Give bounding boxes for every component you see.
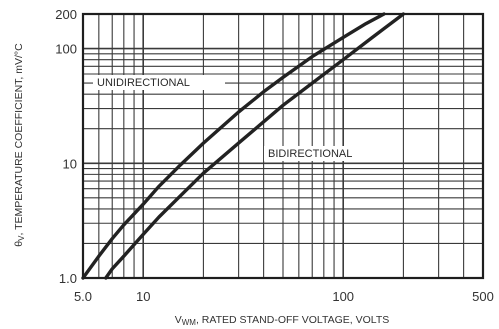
y-tick-label: 10: [63, 156, 77, 171]
y-axis-title-symbol: θ: [13, 241, 25, 247]
x-tick-label: 10: [136, 289, 150, 304]
series-labels: UNIDIRECTIONAL BIDIRECTIONAL: [93, 75, 382, 161]
y-tick-label: 200: [55, 7, 77, 22]
series-line-bidirectional: [104, 12, 406, 280]
series-label-bidirectional: BIDIRECTIONAL: [268, 148, 352, 160]
x-axis-title-symbol: V: [175, 314, 182, 326]
x-axis-title-text: , RATED STAND-OFF VOLTAGE, VOLTS: [196, 314, 389, 326]
y-axis-title-subscript: V: [17, 235, 26, 241]
x-axis-title-subscript: WM: [182, 318, 197, 327]
tick-labels: 5.0 10 100 500 1.0 10 100 200: [55, 7, 494, 304]
x-tick-label: 500: [472, 289, 494, 304]
x-axis-title: VWM, RATED STAND-OFF VOLTAGE, VOLTS: [175, 314, 390, 327]
series-label-bg-bidirectional: [264, 146, 382, 161]
y-tick-label: 1.0: [59, 271, 77, 286]
y-axis-title: θV, TEMPERATURE COEFFICIENT, mV/°C: [13, 43, 26, 247]
y-tick-label: 100: [55, 42, 77, 57]
series-label-unidirectional: UNIDIRECTIONAL: [97, 77, 190, 89]
series-label-bg-unidirectional: [93, 75, 225, 90]
y-axis-title-text: , TEMPERATURE COEFFICIENT, mV/°C: [13, 43, 25, 236]
x-tick-label: 5.0: [74, 289, 92, 304]
x-tick-label: 100: [332, 289, 354, 304]
series-layer: [81, 12, 406, 280]
plot-frame: [81, 12, 485, 280]
series-line-unidirectional: [81, 12, 386, 280]
